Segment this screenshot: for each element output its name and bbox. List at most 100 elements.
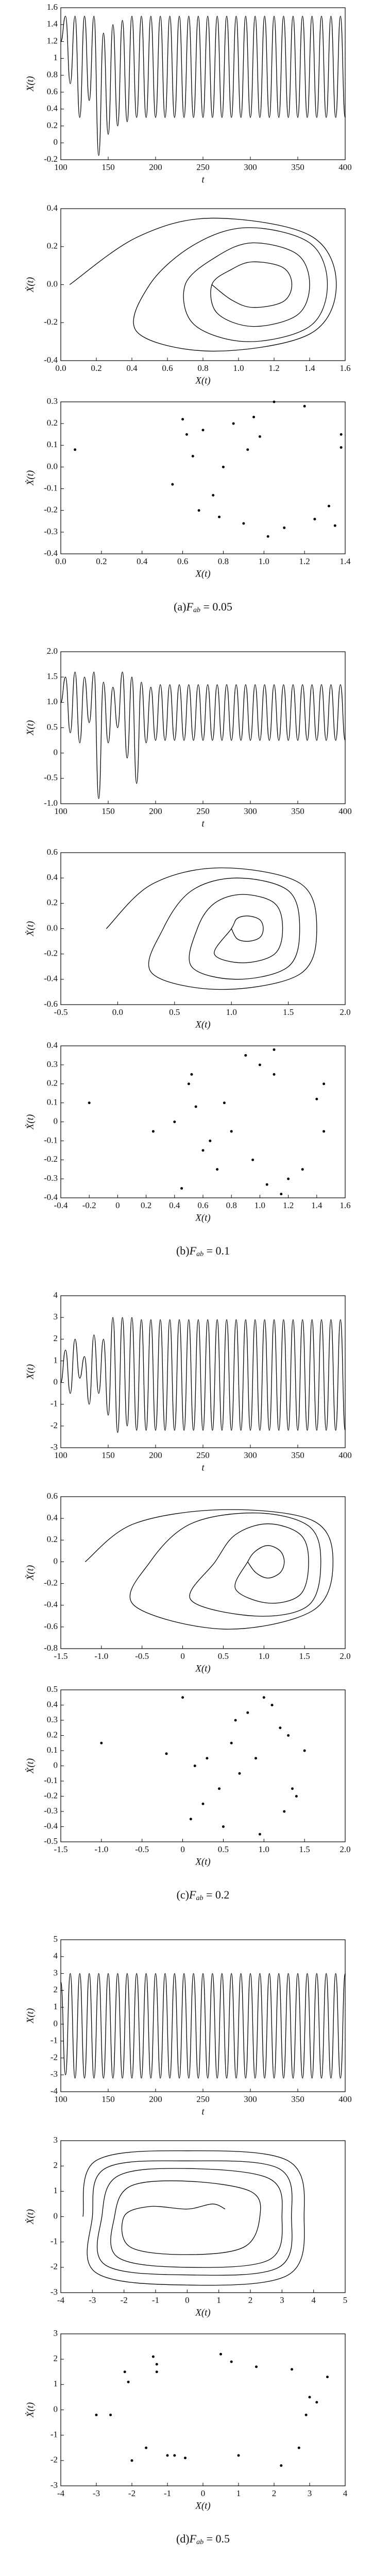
y-tick-label: 1 — [54, 2002, 58, 2011]
x-tick-label: 0 — [201, 2488, 206, 2498]
y-axis-label: Ẋ(t) — [25, 1114, 36, 1130]
y-tick-label: 0.1 — [47, 439, 58, 449]
poincare-point — [280, 2464, 283, 2467]
time-series-line — [60, 671, 346, 799]
x-tick-label: -0.4 — [54, 1200, 68, 1210]
x-tick-label: -3 — [89, 2295, 96, 2305]
poincare-point — [194, 1105, 197, 1108]
y-tick-label: 1.5 — [47, 671, 58, 681]
x-tick-label: 300 — [244, 806, 257, 816]
y-tick-label: 0.0 — [47, 279, 58, 289]
x-tick-label: 0.2 — [91, 363, 101, 373]
x-tick-label: 4 — [311, 2295, 316, 2305]
x-tick-label: -1.5 — [54, 1651, 68, 1661]
y-axis-label: Ẋ(t) — [25, 921, 36, 937]
y-tick-label: 0.0 — [47, 923, 58, 933]
poincare-point — [130, 2459, 133, 2462]
x-tick-label: -1 — [164, 2488, 171, 2498]
poincare-point — [315, 2401, 318, 2404]
poincare-point — [155, 2363, 158, 2366]
y-tick-label: 0.3 — [47, 1715, 58, 1724]
y-tick-label: 3 — [54, 1968, 58, 1977]
plot-frame — [60, 651, 346, 804]
poincare-point — [189, 1818, 192, 1821]
x-tick-label: 200 — [149, 2094, 162, 2104]
y-tick-label: 0.4 — [47, 872, 58, 882]
x-tick-label: 200 — [149, 806, 162, 816]
phase-trajectory — [106, 867, 317, 990]
y-tick-label: -2 — [50, 2262, 58, 2272]
poincare-point — [246, 448, 249, 451]
poincare-point — [273, 1048, 276, 1051]
y-tick-label: 0.6 — [47, 1491, 58, 1501]
poincare-point — [95, 2413, 98, 2416]
poincare-point — [340, 446, 343, 449]
x-tick-label: 0 — [180, 1844, 185, 1854]
y-axis-label: Ẋ(t) — [25, 2402, 36, 2418]
caption-value: = 0.5 — [204, 2532, 230, 2545]
x-tick-label: 350 — [291, 2094, 304, 2104]
x-tick-label: 4 — [343, 2488, 348, 2498]
plot-frame — [60, 401, 346, 554]
poincare-point — [333, 524, 336, 527]
caption-tag: (d) — [176, 2532, 190, 2545]
poincare-point — [273, 400, 276, 403]
y-tick-label: -3 — [50, 2069, 58, 2079]
y-tick-label: -1 — [50, 1399, 58, 1409]
y-tick-label: 4 — [54, 1290, 58, 1300]
poincare-point — [315, 1097, 318, 1100]
panel: 0.0 0.2 0.4 0.6 0.8 1.0 1.2 1.4 1.6 -0.4 -0.2 0.0 0.… — [25, 203, 350, 386]
y-tick-label: -0.2 — [44, 1790, 58, 1800]
poincare-point — [283, 526, 286, 529]
x-tick-label: 0.2 — [141, 1200, 151, 1210]
y-tick-label: -0.2 — [44, 317, 58, 327]
poincare-point — [222, 1825, 225, 1828]
poincare-point — [262, 1696, 265, 1699]
caption-symbol: F — [186, 600, 194, 613]
x-tick-label: 250 — [196, 162, 210, 172]
x-tick-label: 0.8 — [218, 556, 229, 566]
poincare-point — [181, 1696, 184, 1699]
poincare-point — [218, 515, 221, 518]
panel: -1.5 -1.0 -0.5 0 0.5 1.0 1.5 2.0 -0.8 -0.6 -0.4 -0.… — [25, 1491, 350, 1674]
poincare-point — [287, 1177, 290, 1180]
y-tick-label: -0.3 — [44, 1173, 58, 1183]
plot-frame — [60, 1939, 346, 2092]
y-tick-label: -0.4 — [44, 355, 58, 365]
x-tick-label: 300 — [244, 162, 257, 172]
x-tick-label: 0.6 — [197, 1200, 208, 1210]
y-tick-label: 0 — [54, 1377, 58, 1386]
poincare-point — [184, 2456, 186, 2460]
poincare-point — [266, 535, 269, 538]
x-tick-label: 2.0 — [340, 1844, 350, 1854]
x-tick-label: 1 — [236, 2488, 241, 2498]
y-axis-label: Ẋ(t) — [25, 277, 36, 293]
caption-symbol: F — [189, 1244, 197, 1257]
x-tick-label: 0.8 — [197, 363, 208, 373]
x-tick-label: 5 — [343, 2295, 348, 2305]
caption: (a)Fab = 0.05 — [174, 600, 232, 614]
x-tick-label: -0.5 — [135, 1651, 149, 1661]
poincare-point — [255, 2365, 258, 2368]
y-tick-label: 0 — [54, 2404, 58, 2414]
poincare-point — [303, 1749, 306, 1752]
poincare-point — [244, 1054, 247, 1057]
x-tick-label: 3 — [280, 2295, 284, 2305]
y-tick-label: 1.6 — [47, 2, 58, 12]
y-tick-label: -2 — [50, 2455, 58, 2465]
x-tick-label: 0.5 — [169, 1007, 180, 1017]
y-tick-label: -0.3 — [44, 1806, 58, 1816]
x-tick-label: -3 — [93, 2488, 100, 2498]
x-tick-label: 0.4 — [137, 556, 148, 566]
y-tick-label: -0.8 — [44, 1643, 58, 1653]
x-tick-label: 1.0 — [255, 1200, 265, 1210]
y-tick-label: 2.0 — [47, 646, 58, 656]
poincare-point — [230, 1130, 233, 1133]
y-axis-label: X(t) — [25, 720, 36, 736]
poincare-point — [219, 2352, 222, 2355]
phase-trajectory — [69, 217, 337, 352]
poincare-point — [280, 1193, 283, 1196]
x-tick-label: -2 — [121, 2295, 128, 2305]
y-tick-label: -0.2 — [44, 1578, 58, 1587]
poincare-point — [181, 418, 184, 421]
